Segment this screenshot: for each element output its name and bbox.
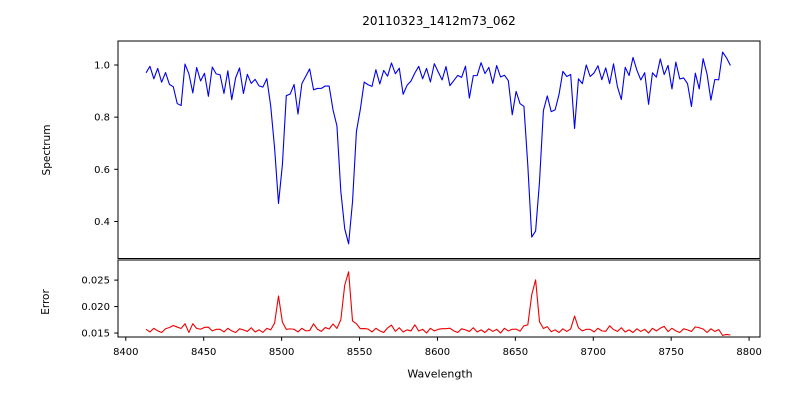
spectrum-panel-frame bbox=[117, 40, 761, 259]
x-axis-label: Wavelength bbox=[407, 367, 473, 381]
x-tick-label: 8500 bbox=[269, 347, 294, 358]
y-tick-label: 0.8 bbox=[94, 113, 110, 124]
x-tick-label: 8700 bbox=[581, 347, 606, 358]
error-line bbox=[145, 271, 731, 336]
y-tick-label: 1.0 bbox=[94, 60, 110, 71]
y-tick-label: 0.015 bbox=[81, 329, 110, 340]
y-axis-label-spectrum: Spectrum bbox=[41, 124, 53, 176]
y-tick-label: 0.025 bbox=[81, 276, 110, 287]
x-tick-label: 8400 bbox=[113, 347, 138, 358]
error-panel-frame bbox=[117, 259, 761, 338]
chart-title: 20110323_1412m73_062 bbox=[362, 14, 516, 28]
x-tick-label: 8750 bbox=[658, 347, 683, 358]
x-tick-label: 8600 bbox=[425, 347, 450, 358]
y-axis-label-error: Error bbox=[40, 289, 52, 315]
x-tick-label: 8550 bbox=[347, 347, 372, 358]
x-tick-label: 8800 bbox=[736, 347, 761, 358]
y-tick-label: 0.6 bbox=[94, 165, 110, 176]
x-tick-label: 8650 bbox=[503, 347, 528, 358]
y-tick-label: 0.020 bbox=[81, 302, 110, 313]
y-tick-label: 0.4 bbox=[94, 217, 110, 228]
spectrum-line bbox=[145, 51, 731, 245]
x-tick-label: 8450 bbox=[191, 347, 216, 358]
